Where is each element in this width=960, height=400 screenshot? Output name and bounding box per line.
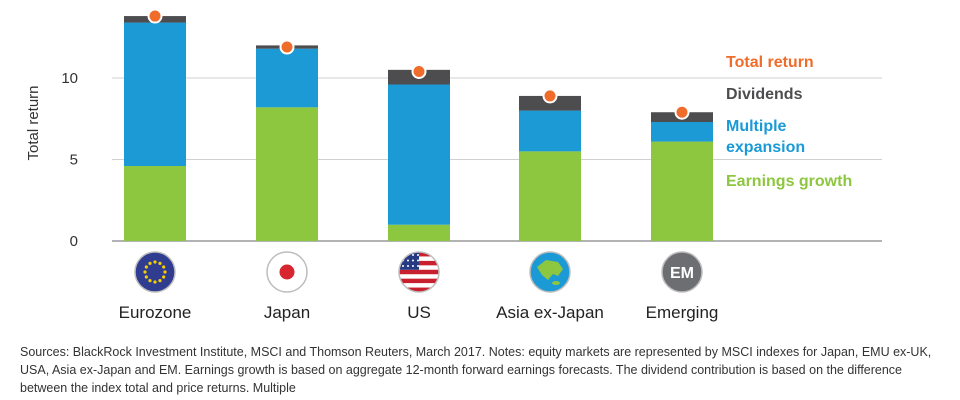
bars [124, 8, 713, 241]
us-flag-icon [398, 251, 440, 293]
bar-segment-earnings-growth [124, 166, 186, 241]
bar-segment-earnings-growth [256, 107, 318, 241]
japan-flag-icon [266, 251, 308, 293]
category-labels: Eurozone Japan US Asia ex-Japan Emerging [119, 303, 719, 322]
em-badge-icon: EM [661, 251, 703, 293]
source-notes: Sources: BlackRock Investment Institute,… [20, 345, 932, 395]
total-return-marker [542, 88, 558, 104]
svg-text:EM: EM [670, 265, 694, 282]
y-axis-title: Total return [25, 85, 42, 160]
category-label: Eurozone [119, 303, 192, 322]
legend: Total return Dividends Multiple expansion Ea… [726, 54, 852, 190]
gridlines [112, 77, 882, 242]
bar-segment-multiple-expansion [519, 110, 581, 152]
total-return-marker [147, 8, 163, 24]
category-label: US [407, 303, 431, 322]
stacked-bar-chart: 0 5 10 Total return EM Eurozone Japan US Asia… [25, 8, 882, 322]
y-tick-label: 0 [70, 233, 78, 250]
category-label: Asia ex-Japan [496, 303, 604, 322]
category-label: Japan [264, 303, 310, 322]
bar-segment-multiple-expansion [388, 84, 450, 225]
y-axis: 0 5 10 [61, 70, 78, 250]
total-return-marker [411, 63, 427, 79]
y-tick-label: 10 [61, 70, 78, 87]
bar-segment-multiple-expansion [256, 48, 318, 108]
bar-segment-earnings-growth [388, 224, 450, 241]
bar-segment-earnings-growth [519, 151, 581, 241]
legend-item: Multiple expansion [726, 118, 805, 156]
legend-item: Dividends [726, 86, 803, 103]
eu-flag-icon [134, 251, 176, 293]
legend-item: Total return [726, 54, 814, 71]
bar-segment-earnings-growth [651, 141, 713, 241]
total-return-marker [674, 104, 690, 120]
asia-map-icon [529, 251, 571, 293]
category-icons: EM [134, 251, 703, 293]
bar-segment-multiple-expansion [651, 122, 713, 142]
legend-item: Earnings growth [726, 173, 852, 190]
bar-segment-multiple-expansion [124, 22, 186, 167]
y-tick-label: 5 [70, 152, 78, 169]
category-label: Emerging [646, 303, 719, 322]
total-return-marker [279, 39, 295, 55]
